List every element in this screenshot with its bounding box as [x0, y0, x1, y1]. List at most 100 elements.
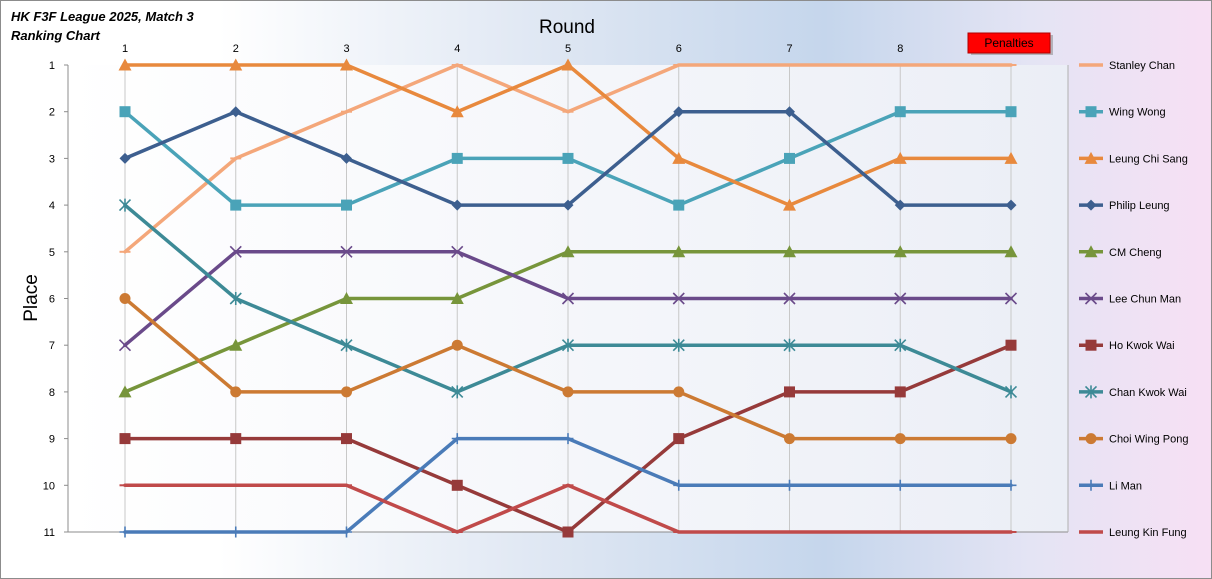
legend-item-choi-wing-pong: Choi Wing Pong: [1079, 433, 1189, 446]
legend-swatch-marker: [1085, 479, 1097, 491]
series-lines: [118, 58, 1018, 538]
point-choi-wing-pong-7: [784, 433, 795, 445]
point-wing-wong-8: [894, 106, 906, 118]
point-leung-chi-sang-6: [672, 151, 686, 164]
legend-swatch-marker: [1085, 106, 1097, 118]
series-stanley-chan: [119, 63, 1017, 254]
point-choi-wing-pong-2: [230, 386, 242, 398]
point-leung-chi-sang-8: [893, 151, 907, 164]
point-chan-kwok-wai-9: [1004, 385, 1018, 399]
point-lee-chun-man-6: [672, 292, 685, 305]
legend-label: Li Man: [1109, 480, 1142, 492]
y-tick-label-9: 9: [49, 434, 55, 446]
legend-item-wing-wong: Wing Wong: [1079, 106, 1166, 119]
legend-swatch-marker: [1085, 433, 1097, 445]
point-chan-kwok-wai-3: [340, 338, 353, 352]
legend-item-cm-cheng: CM Cheng: [1079, 245, 1162, 259]
point-wing-wong-4: [451, 152, 463, 164]
y-tick-label-11: 11: [44, 527, 55, 539]
legend-label: Leung Chi Sang: [1109, 153, 1188, 165]
point-li-man-5: [562, 433, 574, 445]
point-philip-leung-6: [673, 106, 685, 118]
legend-item-stanley-chan: Stanley Chan: [1079, 60, 1175, 72]
point-li-man-4: [451, 433, 463, 445]
point-lee-chun-man-2: [229, 245, 242, 258]
legend-label: Choi Wing Pong: [1109, 434, 1189, 446]
point-wing-wong-9: [1005, 106, 1017, 118]
x-tick-label-8: 8: [897, 43, 903, 55]
point-wing-wong-6: [673, 199, 685, 211]
x-tick-label-2: 2: [233, 43, 239, 55]
point-wing-wong-1: [119, 106, 131, 118]
point-choi-wing-pong-5: [562, 386, 574, 398]
point-wing-wong-5: [562, 152, 574, 164]
point-cm-cheng-3: [340, 292, 353, 304]
series-chan-kwok-wai: [118, 198, 1018, 399]
point-cm-cheng-1: [118, 385, 132, 398]
point-philip-leung-8: [894, 199, 906, 211]
x-axis-title: Round: [539, 17, 595, 38]
point-lee-chun-man-1: [118, 339, 132, 352]
point-choi-wing-pong-8: [894, 433, 906, 445]
point-philip-leung-5: [562, 199, 574, 211]
point-lee-chun-man-5: [561, 292, 575, 305]
point-philip-leung-7: [784, 106, 795, 118]
legend-item-chan-kwok-wai: Chan Kwok Wai: [1079, 385, 1187, 399]
point-cm-cheng-2: [229, 338, 243, 351]
legend-item-li-man: Li Man: [1079, 479, 1142, 492]
point-wing-wong-2: [230, 199, 242, 211]
legend-swatch-marker: [1085, 199, 1097, 211]
chart-subtitle: Ranking Chart: [11, 28, 101, 43]
series-choi-wing-pong: [119, 293, 1017, 445]
point-leung-chi-sang-4: [450, 105, 464, 118]
legend-label: Stanley Chan: [1109, 60, 1175, 72]
point-ho-kwok-wai-9: [1005, 339, 1017, 351]
point-cm-cheng-6: [672, 245, 686, 258]
legend-label: Wing Wong: [1109, 107, 1166, 119]
series-ho-kwok-wai: [119, 339, 1017, 538]
y-axis-title: Place: [21, 274, 42, 322]
legend: Stanley Chan Wing Wong Leung Chi Sang Phili…: [1079, 60, 1189, 539]
legend-label: Chan Kwok Wai: [1109, 387, 1187, 399]
point-li-man-7: [784, 479, 795, 491]
penalties-label: Penalties: [984, 36, 1033, 50]
x-tick-label-6: 6: [676, 43, 682, 55]
point-li-man-1: [119, 526, 131, 538]
point-leung-chi-sang-9: [1004, 151, 1018, 164]
series-wing-wong: [119, 106, 1017, 211]
point-philip-leung-2: [230, 106, 242, 118]
x-tick-label-7: 7: [786, 43, 792, 55]
point-ho-kwok-wai-5: [562, 526, 574, 538]
y-tick-label-4: 4: [49, 200, 55, 212]
point-philip-leung-9: [1005, 199, 1017, 211]
x-tick-labels: 1 2 3 4 5 6 7 8: [122, 43, 903, 55]
y-tick-label-8: 8: [49, 387, 55, 399]
legend-label: CM Cheng: [1109, 247, 1162, 259]
point-philip-leung-4: [451, 199, 463, 211]
legend-swatch-marker: [1084, 245, 1098, 258]
y-tick-label-2: 2: [49, 107, 55, 119]
y-tick-label-6: 6: [49, 294, 55, 306]
legend-label: Lee Chun Man: [1109, 294, 1181, 306]
point-chan-kwok-wai-7: [783, 338, 796, 352]
chart-title: HK F3F League 2025, Match 3: [11, 9, 195, 24]
point-wing-wong-3: [341, 199, 352, 211]
x-tick-label-5: 5: [565, 43, 571, 55]
point-lee-chun-man-8: [894, 292, 907, 305]
y-tick-label-3: 3: [49, 153, 55, 165]
point-ho-kwok-wai-3: [341, 433, 352, 445]
point-li-man-6: [673, 479, 685, 491]
point-leung-chi-sang-1: [118, 58, 132, 71]
point-ho-kwok-wai-1: [119, 433, 131, 445]
legend-label: Leung Kin Fung: [1109, 527, 1187, 539]
point-ho-kwok-wai-6: [673, 433, 685, 445]
point-chan-kwok-wai-6: [672, 338, 685, 352]
point-ho-kwok-wai-2: [230, 433, 242, 445]
penalties-badge-box: [967, 32, 1051, 54]
legend-swatch-marker: [1085, 339, 1097, 351]
point-li-man-9: [1005, 479, 1017, 491]
point-choi-wing-pong-1: [119, 293, 131, 304]
point-chan-kwok-wai-4: [451, 385, 464, 399]
